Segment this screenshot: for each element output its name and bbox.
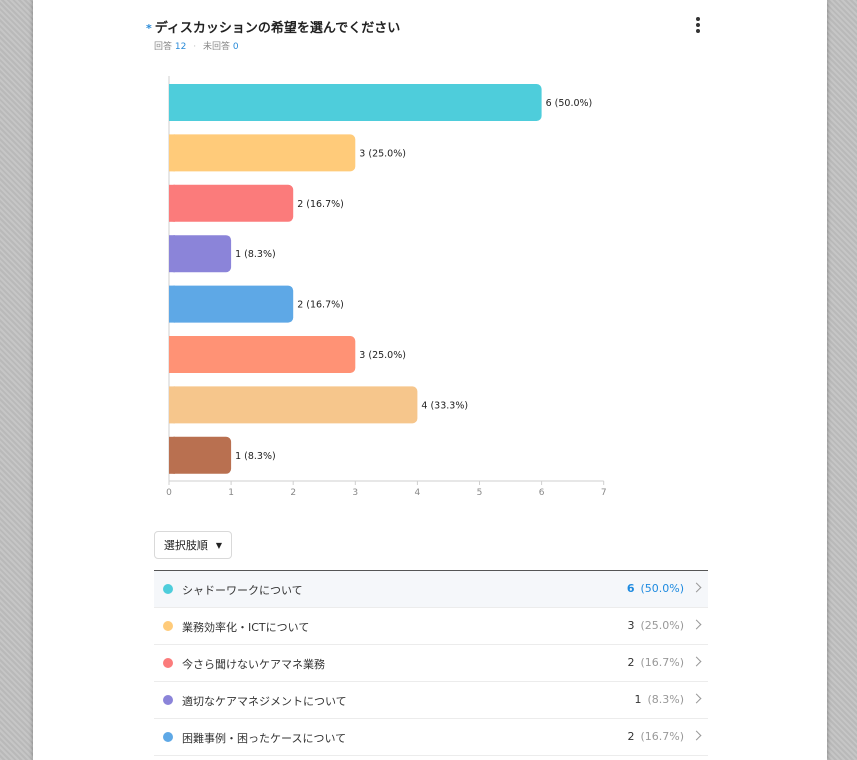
option-count-value: 6: [626, 582, 635, 595]
x-tick-label: 1: [228, 488, 234, 498]
x-tick-label: 3: [352, 488, 358, 498]
response-summary: 回答 12 · 未回答 0: [154, 39, 239, 52]
bar-1: [169, 84, 542, 121]
option-count: 3 (25.0%): [627, 619, 684, 632]
bar-6-label: 3 (25.0%): [359, 350, 406, 361]
option-percent: (25.0%): [640, 619, 684, 632]
bar-7-label: 4 (33.3%): [421, 400, 468, 411]
x-tick-label: 0: [166, 488, 172, 498]
x-tick-label: 7: [601, 488, 607, 498]
option-label: シャドーワークについて: [182, 584, 303, 597]
bar-8-label: 1 (8.3%): [235, 451, 276, 462]
bar-3: [169, 184, 294, 222]
option-row[interactable]: 業務効率化・ICTについて 3 (25.0%): [154, 608, 708, 645]
chevron-right-icon: [691, 730, 702, 741]
option-percent: (8.3%): [647, 693, 684, 706]
bar-4-base: [169, 235, 175, 273]
bar-6: [169, 336, 356, 373]
option-count: 1 (8.3%): [634, 693, 684, 706]
option-color-dot: [163, 621, 173, 631]
option-label: 業務効率化・ICTについて: [182, 621, 310, 634]
option-percent: (16.7%): [640, 656, 684, 669]
x-tick-label: 5: [477, 488, 483, 498]
bar-6-base: [169, 336, 175, 373]
bar-5-label: 2 (16.7%): [297, 300, 344, 311]
question-title: * ディスカッションの希望を選んでください: [146, 17, 400, 36]
bar-5-base: [169, 285, 175, 323]
bar-4-label: 1 (8.3%): [235, 249, 276, 260]
option-color-dot: [163, 695, 173, 705]
chevron-right-icon: [691, 656, 702, 667]
option-count: 6 (50.0%): [627, 582, 684, 595]
option-row[interactable]: 今さら聞けないケアマネ業務 2 (16.7%): [154, 645, 708, 682]
option-count: 2 (16.7%): [627, 730, 684, 743]
sort-order-dropdown[interactable]: 選択肢順 ▼: [154, 531, 232, 559]
option-count: 2 (16.7%): [627, 656, 684, 669]
chevron-right-icon: [691, 693, 702, 704]
question-title-text: ディスカッションの希望を選んでください: [154, 21, 401, 36]
bar-2: [169, 134, 356, 172]
x-tick-label: 4: [415, 488, 421, 498]
required-mark: *: [146, 22, 152, 35]
chevron-right-icon: [691, 619, 702, 630]
x-tick-label: 2: [290, 488, 296, 498]
answered-count: 12: [174, 42, 187, 52]
option-count-value: 2: [627, 656, 635, 669]
bar-8: [169, 436, 232, 474]
unanswered-count: 0: [232, 42, 239, 52]
more-options-icon[interactable]: [691, 17, 705, 37]
option-row[interactable]: 適切なケアマネジメントについて 1 (8.3%): [154, 682, 708, 719]
option-count-value: 3: [627, 619, 635, 632]
bar-1-label: 6 (50.0%): [546, 98, 593, 109]
option-label: 今さら聞けないケアマネ業務: [182, 658, 325, 671]
option-percent: (16.7%): [640, 730, 684, 743]
option-color-dot: [163, 584, 173, 594]
bar-3-base: [169, 184, 175, 222]
option-label: 困難事例・困ったケースについて: [182, 732, 347, 745]
summary-separator: ·: [193, 42, 197, 52]
option-count-value: 2: [627, 730, 635, 743]
option-label: 適切なケアマネジメントについて: [182, 695, 347, 708]
option-color-dot: [163, 658, 173, 668]
bar-7: [169, 386, 418, 424]
bar-3-label: 2 (16.7%): [297, 199, 344, 210]
bar-1-base: [169, 84, 175, 121]
unanswered-label: 未回答: [202, 42, 230, 52]
option-row[interactable]: 困難事例・困ったケースについて 2 (16.7%): [154, 719, 708, 756]
answered-label: 回答: [154, 42, 173, 52]
option-count-value: 1: [634, 693, 642, 706]
option-color-dot: [163, 732, 173, 742]
bar-chart: 0 1 2 3 4 5 6 7 6 (50.0%) 3 (25.0%) 2 (16.7%) 1 (8.…: [166, 76, 607, 498]
bar-2-base: [169, 134, 175, 172]
bar-8-base: [169, 436, 175, 474]
bar-4: [169, 235, 232, 273]
caret-down-icon: ▼: [215, 540, 223, 550]
x-tick-label: 6: [539, 488, 545, 498]
bar-7-base: [169, 386, 175, 424]
option-percent: (50.0%): [640, 582, 684, 595]
bar-2-label: 3 (25.0%): [359, 148, 406, 159]
bar-5: [169, 285, 294, 323]
option-list: シャドーワークについて 6 (50.0%) 業務効率化・ICTについて 3 (25.0%)…: [154, 570, 708, 756]
sort-order-label: 選択肢順: [163, 539, 208, 552]
chevron-right-icon: [691, 582, 702, 593]
option-row[interactable]: シャドーワークについて 6 (50.0%): [154, 571, 708, 608]
